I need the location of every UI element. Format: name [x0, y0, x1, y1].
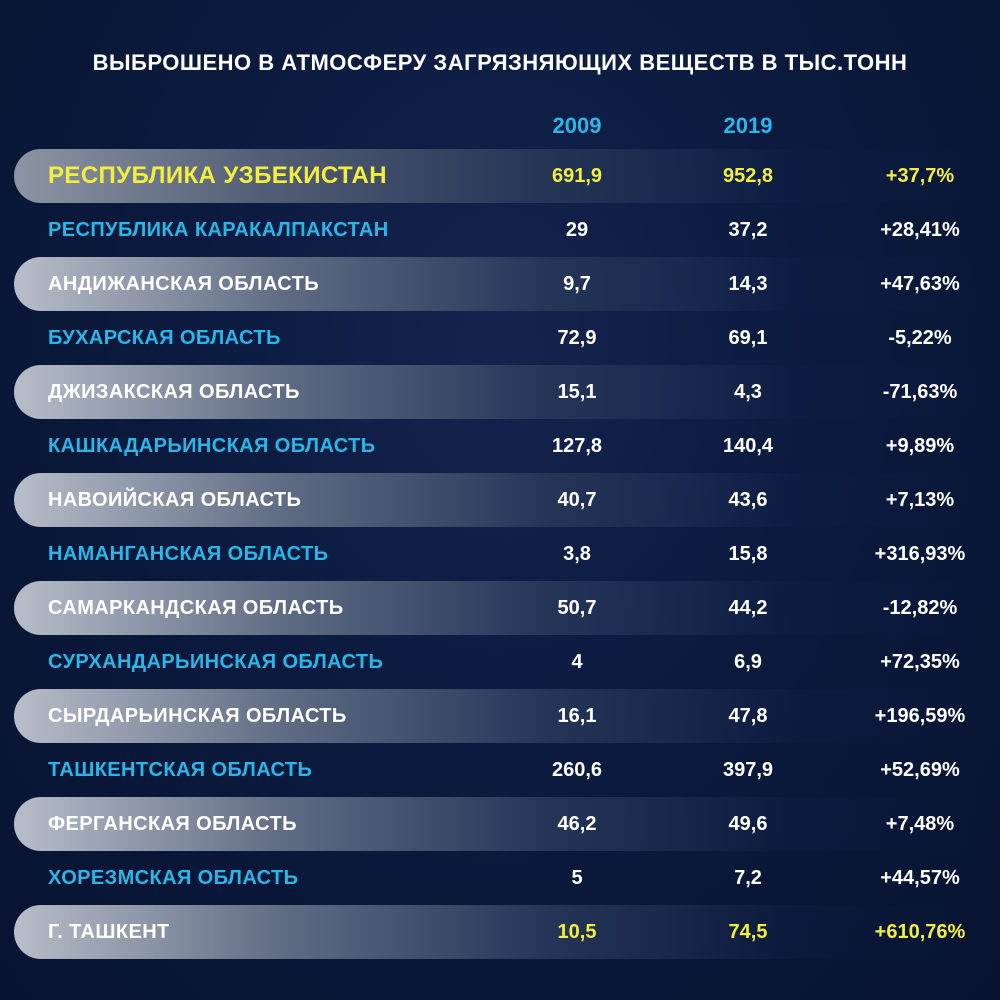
region-name: РЕСПУБЛИКА КАРАКАЛПАКСТАН — [48, 219, 389, 241]
region-name: СУРХАНДАРЬИНСКАЯ ОБЛАСТЬ — [48, 651, 384, 673]
change-percent: +610,76% — [874, 921, 966, 943]
change-percent: +7,48% — [885, 813, 955, 835]
row-background — [14, 581, 984, 635]
table-row: СУРХАНДАРЬИНСКАЯ ОБЛАСТЬ 4 6,9 +72,35% — [0, 635, 1000, 689]
value-2009: 260,6 — [551, 759, 603, 781]
region-name: ХОРЕЗМСКАЯ ОБЛАСТЬ — [48, 867, 299, 889]
value-2009: 10,5 — [557, 921, 597, 943]
region-name: БУХАРСКАЯ ОБЛАСТЬ — [48, 327, 281, 349]
region-name: Г. ТАШКЕНТ — [48, 921, 170, 943]
row-background — [14, 365, 984, 419]
value-2019: 15,8 — [728, 543, 768, 565]
region-name: ФЕРГАНСКАЯ ОБЛАСТЬ — [48, 813, 297, 835]
table-row: ТАШКЕНТСКАЯ ОБЛАСТЬ 260,6 397,9 +52,69% — [0, 743, 1000, 797]
row-background — [14, 797, 984, 851]
table-row: НАМАНГАНСКАЯ ОБЛАСТЬ 3,8 15,8 +316,93% — [0, 527, 1000, 581]
value-2009: 4 — [571, 651, 583, 673]
region-name: ДЖИЗАКСКАЯ ОБЛАСТЬ — [48, 381, 300, 403]
table-row: НАВОИЙСКАЯ ОБЛАСТЬ 40,7 43,6 +7,13% — [0, 473, 1000, 527]
value-2019: 14,3 — [728, 273, 768, 295]
change-percent: +44,57% — [880, 867, 960, 889]
value-2009: 72,9 — [557, 327, 597, 349]
value-2009: 40,7 — [557, 489, 597, 511]
table-row: КАШКАДАРЬИНСКАЯ ОБЛАСТЬ 127,8 140,4 +9,89% — [0, 419, 1000, 473]
value-2019: 37,2 — [728, 219, 768, 241]
table-row: СЫРДАРЬИНСКАЯ ОБЛАСТЬ 16,1 47,8 +196,59% — [0, 689, 1000, 743]
value-2019: 47,8 — [728, 705, 768, 727]
change-percent: +7,13% — [885, 489, 955, 511]
value-2009: 29 — [565, 219, 589, 241]
value-2019: 7,2 — [734, 867, 762, 889]
table-row: Г. ТАШКЕНТ 10,5 74,5 +610,76% — [0, 905, 1000, 959]
change-percent: +28,41% — [880, 219, 960, 241]
region-name: ТАШКЕНТСКАЯ ОБЛАСТЬ — [48, 759, 313, 781]
region-name: САМАРКАНДСКАЯ ОБЛАСТЬ — [48, 597, 344, 619]
region-name: НАМАНГАНСКАЯ ОБЛАСТЬ — [48, 543, 329, 565]
table-row: РЕСПУБЛИКА КАРАКАЛПАКСТАН 29 37,2 +28,41% — [0, 203, 1000, 257]
region-name: РЕСПУБЛИКА УЗБЕКИСТАН — [48, 162, 387, 189]
change-percent: -71,63% — [882, 381, 958, 403]
value-2019: 44,2 — [728, 597, 768, 619]
value-2019: 4,3 — [734, 381, 762, 403]
row-background — [14, 149, 984, 203]
change-percent: -12,82% — [882, 597, 958, 619]
column-header-2019: 2019 — [723, 113, 773, 138]
value-2019: 6,9 — [734, 651, 762, 673]
row-background — [14, 257, 984, 311]
value-2009: 5 — [571, 867, 583, 889]
chart-title: ВЫБРОШЕНО В АТМОСФЕРУ ЗАГРЯЗНЯЮЩИХ ВЕЩЕС… — [92, 50, 908, 75]
value-2009: 3,8 — [563, 543, 591, 565]
value-2009: 127,8 — [551, 435, 603, 457]
value-2019: 43,6 — [728, 489, 768, 511]
row-background — [14, 473, 984, 527]
change-percent: +72,35% — [880, 651, 960, 673]
value-2019: 140,4 — [722, 435, 774, 457]
change-percent: +52,69% — [880, 759, 960, 781]
change-percent: +37,7% — [885, 165, 955, 187]
value-2009: 15,1 — [557, 381, 597, 403]
value-2009: 50,7 — [557, 597, 597, 619]
change-percent: -5,22% — [888, 327, 952, 349]
value-2019: 397,9 — [722, 759, 774, 781]
value-2019: 74,5 — [728, 921, 768, 943]
table-row: ДЖИЗАКСКАЯ ОБЛАСТЬ 15,1 4,3 -71,63% — [0, 365, 1000, 419]
value-2009: 16,1 — [557, 705, 597, 727]
table-row: ХОРЕЗМСКАЯ ОБЛАСТЬ 5 7,2 +44,57% — [0, 851, 1000, 905]
table-row: ФЕРГАНСКАЯ ОБЛАСТЬ 46,2 49,6 +7,48% — [0, 797, 1000, 851]
change-percent: +316,93% — [874, 543, 966, 565]
value-2009: 691,9 — [551, 165, 603, 187]
change-percent: +196,59% — [874, 705, 966, 727]
value-2009: 9,7 — [563, 273, 591, 295]
row-background — [14, 905, 984, 959]
region-name: АНДИЖАНСКАЯ ОБЛАСТЬ — [48, 273, 320, 295]
value-2019: 49,6 — [728, 813, 768, 835]
change-percent: +9,89% — [885, 435, 955, 457]
table-row: РЕСПУБЛИКА УЗБЕКИСТАН 691,9 952,8 +37,7% — [0, 149, 1000, 203]
table-row: САМАРКАНДСКАЯ ОБЛАСТЬ 50,7 44,2 -12,82% — [0, 581, 1000, 635]
table-row: АНДИЖАНСКАЯ ОБЛАСТЬ 9,7 14,3 +47,63% — [0, 257, 1000, 311]
region-name: НАВОИЙСКАЯ ОБЛАСТЬ — [48, 489, 302, 511]
row-background — [14, 689, 984, 743]
value-2019: 952,8 — [722, 165, 774, 187]
column-header-2009: 2009 — [552, 113, 602, 138]
region-name: КАШКАДАРЬИНСКАЯ ОБЛАСТЬ — [48, 435, 376, 457]
value-2009: 46,2 — [557, 813, 597, 835]
table-row: БУХАРСКАЯ ОБЛАСТЬ 72,9 69,1 -5,22% — [0, 311, 1000, 365]
change-percent: +47,63% — [880, 273, 960, 295]
value-2019: 69,1 — [728, 327, 768, 349]
region-name: СЫРДАРЬИНСКАЯ ОБЛАСТЬ — [48, 705, 347, 727]
